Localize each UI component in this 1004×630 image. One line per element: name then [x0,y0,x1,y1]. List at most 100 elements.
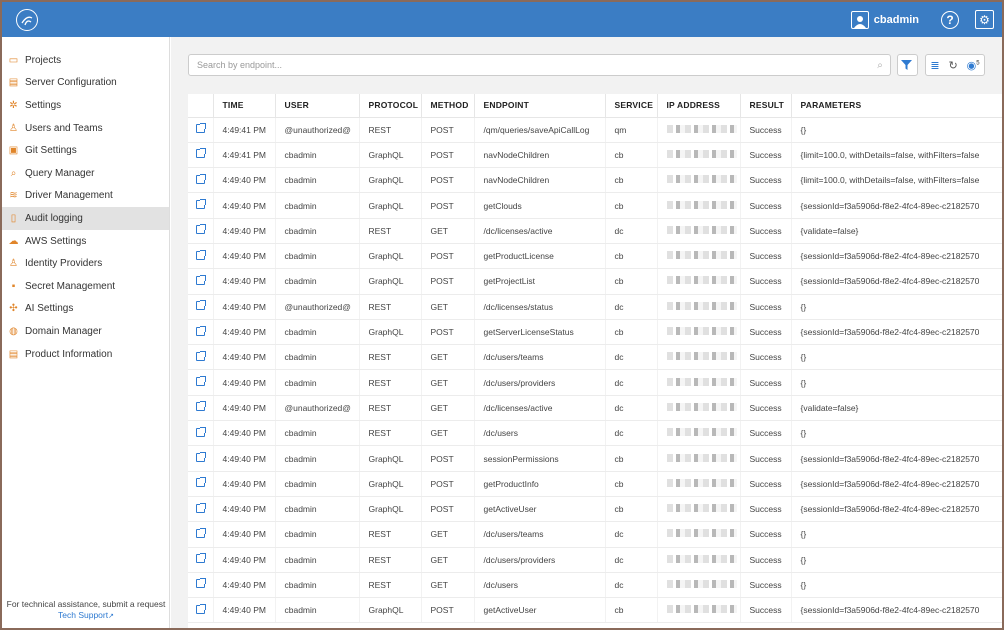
logo-icon[interactable] [16,9,38,31]
table-cell: cbadmin [275,521,360,548]
table-row[interactable]: 4:49:40 PM cbadmin GraphQL POST getServerLic… [188,319,1002,346]
open-details-icon[interactable] [195,452,206,462]
table-row[interactable]: 4:49:40 PM @unauthorized@ REST GET/dc/licen… [188,395,1002,422]
table-cell [657,117,741,143]
table-row[interactable]: 4:49:40 PM cbadmin GraphQL POST sessionPermi… [188,445,1002,472]
sidebar-item-server-configuration[interactable]: ▤ Server Configuration [2,72,169,95]
open-details-icon[interactable] [195,148,206,159]
sidebar-item-ai-settings[interactable]: ✣ AI Settings [2,298,169,321]
sidebar-menu: ▭ Projects ▤ Server Configuration ✲ Settings ♙… [2,37,169,365]
open-details-icon[interactable] [195,578,206,589]
sidebar-item-label: Secret Management [25,280,116,292]
table-cell: dc [605,547,658,573]
row-open-cell [188,597,214,624]
table-row[interactable]: 4:49:40 PM cbadmin GraphQL POST getActiveUse… [188,496,1002,523]
table-cell [657,521,741,548]
user-name[interactable]: cbadmin [873,13,919,26]
column-header[interactable]: RESULT [740,94,792,118]
table-cell: navNodeChildren [474,167,606,194]
lock-icon: ▪ [11,280,16,292]
refresh-icon[interactable]: ↻ [948,59,958,72]
table-cell: dc [605,395,658,422]
table-cell: Success [740,547,792,573]
tech-support-link[interactable]: Tech Support [58,610,109,620]
sidebar-item-projects[interactable]: ▭ Projects [2,49,169,72]
column-header[interactable] [188,94,214,118]
table-row[interactable]: 4:49:40 PM cbadmin GraphQL POST getClouds cb S… [188,192,1002,219]
open-details-icon[interactable] [195,376,206,387]
open-details-icon[interactable] [195,325,206,336]
table-cell: cbadmin [275,319,360,346]
table-cell: 4:49:40 PM [213,344,276,371]
table-cell: 4:49:40 PM [213,471,276,497]
sidebar-item-domain-manager[interactable]: ◍ Domain Manager [2,320,169,343]
gear-icon[interactable]: ⚙ [975,10,994,29]
table-cell: Success [740,268,792,295]
table-row[interactable]: 4:49:40 PM cbadmin GraphQL POST getProjectLi… [188,268,1002,295]
sidebar-item-users-and-teams[interactable]: ♙ Users and Teams [2,117,169,140]
sidebar-item-secret-management[interactable]: ▪ Secret Management [2,275,169,298]
table-row[interactable]: 4:49:40 PM cbadmin REST GET/dc/users/provid… [188,547,1002,573]
sidebar-item-aws-settings[interactable]: ☁ AWS Settings [2,230,169,253]
table-row[interactable]: 4:49:40 PM cbadmin REST GET/dc/licenses/act… [188,218,1002,244]
server-icon: ▤ [8,77,19,89]
open-details-icon[interactable] [195,274,206,285]
column-header[interactable]: PARAMETERS [791,94,1002,118]
table-row[interactable]: 4:49:40 PM cbadmin GraphQL POST getProductLi… [188,243,1002,270]
table-row[interactable]: 4:49:40 PM cbadmin REST GET/dc/users/teams d… [188,344,1002,371]
column-header[interactable]: ENDPOINT [474,94,606,118]
open-details-icon[interactable] [195,224,206,235]
open-details-icon[interactable] [195,603,206,614]
open-details-icon[interactable] [195,401,206,412]
open-details-icon[interactable] [195,426,206,437]
open-details-icon[interactable] [195,527,206,538]
row-open-cell [188,369,214,396]
table-row[interactable]: 4:49:40 PM cbadmin REST GET/dc/users dc Succe… [188,420,1002,447]
open-details-icon[interactable] [195,123,206,134]
open-details-icon[interactable] [195,502,206,513]
auto-refresh-icon[interactable]: ◉5 [966,59,980,72]
export-icon[interactable]: ≣ [930,59,940,72]
open-details-icon[interactable] [195,199,206,210]
column-header[interactable]: SERVICE [605,94,658,118]
table-cell: /dc/licenses/active [474,395,606,422]
table-row[interactable]: 4:49:40 PM cbadmin REST GET/dc/users/teams d… [188,521,1002,548]
table-cell: cb [605,268,658,295]
sidebar-item-identity-providers[interactable]: ♙ Identity Providers [2,252,169,275]
table-row[interactable]: 4:49:40 PM cbadmin REST GET/dc/users/provid… [188,369,1002,396]
column-header[interactable]: TIME [213,94,276,118]
sidebar-item-query-manager[interactable]: ⌕ Query Manager [2,162,169,185]
sidebar-item-driver-management[interactable]: ≋ Driver Management [2,185,169,208]
table-cell [657,547,741,573]
open-details-icon[interactable] [195,173,206,184]
table-row[interactable]: 4:49:40 PM cbadmin GraphQL POST getProductIn… [188,471,1002,497]
table-row[interactable]: 4:49:40 PM cbadmin REST GET/dc/users dc Succe… [188,572,1002,599]
table-row[interactable]: 4:49:41 PM @unauthorized@ REST POST/qm/quer… [188,117,1002,143]
table-row[interactable]: 4:49:40 PM cbadmin GraphQL POST getActiveUse… [188,597,1002,624]
help-icon[interactable]: ? [941,10,959,29]
table-cell: getProjectList [474,268,606,295]
column-header[interactable]: USER [275,94,360,118]
column-header[interactable]: PROTOCOL [359,94,422,118]
open-details-icon[interactable] [195,350,206,361]
column-header[interactable]: IP ADDRESS [657,94,741,118]
open-details-icon[interactable] [195,553,206,564]
sidebar-item-product-information[interactable]: ▤ Product Information [2,343,169,366]
user-icon[interactable] [850,10,869,29]
open-details-icon[interactable] [195,477,206,488]
search-input[interactable] [197,60,870,70]
search-icon[interactable]: ⌕ [877,59,883,71]
table-cell: 4:49:40 PM [213,218,276,244]
sidebar-item-settings[interactable]: ✲ Settings [2,94,169,117]
table-cell: {} [791,420,1002,447]
open-details-icon[interactable] [195,249,206,260]
column-header[interactable]: METHOD [421,94,475,118]
filter-button[interactable] [897,54,918,76]
sidebar-item-git-settings[interactable]: ▣ Git Settings [2,139,169,162]
table-row[interactable]: 4:49:41 PM cbadmin GraphQL POST navNodeChild… [188,142,1002,169]
sidebar-item-audit-logging[interactable]: ▯ Audit logging [2,207,169,230]
table-row[interactable]: 4:49:40 PM @unauthorized@ REST GET/dc/licen… [188,294,1002,320]
open-details-icon[interactable] [195,300,206,311]
table-cell: 4:49:40 PM [213,167,276,194]
table-row[interactable]: 4:49:40 PM cbadmin GraphQL POST navNodeChild… [188,167,1002,194]
